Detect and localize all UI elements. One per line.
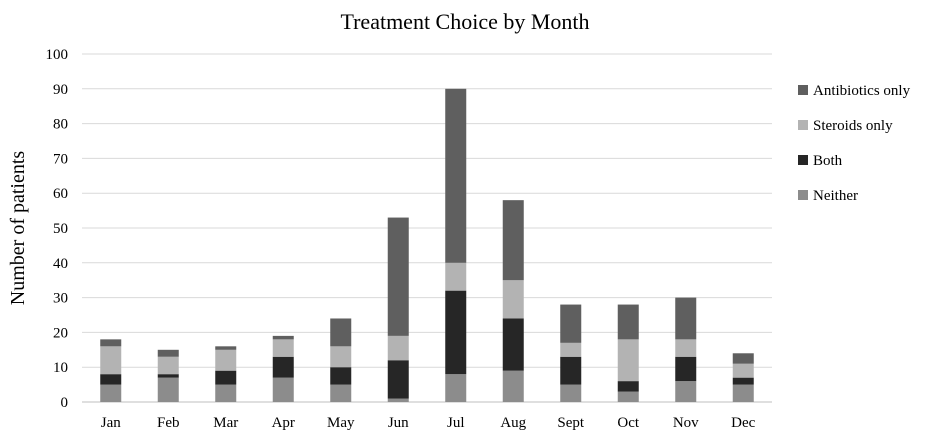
x-tick-label: Oct bbox=[617, 415, 639, 431]
y-tick-label: 80 bbox=[53, 117, 68, 133]
y-tick-label: 100 bbox=[46, 47, 69, 63]
legend-swatch bbox=[798, 155, 808, 165]
x-tick-label: Apr bbox=[272, 415, 295, 431]
y-tick-label: 60 bbox=[53, 186, 68, 202]
bar-segment bbox=[100, 339, 122, 347]
bar-segment bbox=[675, 381, 697, 402]
chart-title: Treatment Choice by Month bbox=[340, 9, 589, 34]
bar-segment bbox=[272, 335, 294, 340]
bar-segment bbox=[330, 367, 352, 385]
bar-segment bbox=[272, 356, 294, 378]
y-tick-label: 50 bbox=[53, 221, 68, 237]
x-tick-label: Sept bbox=[557, 415, 585, 431]
bar-segment bbox=[157, 377, 179, 402]
bar-segment bbox=[157, 374, 179, 378]
bar-segment bbox=[387, 217, 409, 336]
x-tick-label: Jul bbox=[447, 415, 465, 431]
legend-label: Neither bbox=[813, 188, 858, 204]
bar-segment bbox=[272, 377, 294, 402]
bars bbox=[100, 88, 754, 402]
legend-swatch bbox=[798, 190, 808, 200]
bar-segment bbox=[617, 304, 639, 340]
y-tick-labels: 0 10 20 30 40 50 60 70 80 90 100 bbox=[46, 47, 69, 411]
bar-segment bbox=[445, 374, 467, 402]
bar-segment bbox=[732, 363, 754, 378]
y-tick-label: 40 bbox=[53, 256, 68, 272]
bar-segment bbox=[502, 370, 524, 402]
y-tick-label: 10 bbox=[53, 360, 68, 376]
y-tick-label: 90 bbox=[53, 82, 68, 98]
y-axis-label: Number of patients bbox=[7, 151, 29, 306]
x-tick-label: Nov bbox=[673, 415, 699, 431]
bar-segment bbox=[502, 318, 524, 371]
x-tick-label: May bbox=[327, 415, 355, 431]
bar-segment bbox=[215, 384, 237, 402]
legend-label: Steroids only bbox=[813, 118, 893, 134]
legend-swatch bbox=[798, 120, 808, 130]
x-tick-label: Jan bbox=[101, 415, 121, 431]
x-tick-labels: Jan Feb Mar Apr May Jun Jul Aug Sept Oct Nov Dec bbox=[101, 415, 756, 431]
bar-segment bbox=[100, 384, 122, 402]
grid-lines bbox=[82, 53, 772, 403]
x-tick-label: Feb bbox=[157, 415, 180, 431]
bar-segment bbox=[732, 384, 754, 402]
bar-segment bbox=[560, 342, 582, 357]
bar-segment bbox=[560, 304, 582, 343]
bar-segment bbox=[617, 391, 639, 402]
x-tick-label: Jun bbox=[388, 415, 409, 431]
bar-segment bbox=[445, 290, 467, 375]
bar-segment bbox=[100, 346, 122, 375]
bar-segment bbox=[560, 356, 582, 385]
bar-segment bbox=[560, 384, 582, 402]
bar-segment bbox=[330, 384, 352, 402]
bar-segment bbox=[502, 280, 524, 319]
bar-segment bbox=[272, 339, 294, 357]
bar-segment bbox=[675, 297, 697, 340]
bar-segment bbox=[445, 262, 467, 291]
bar-segment bbox=[330, 318, 352, 347]
y-tick-label: 20 bbox=[53, 325, 68, 341]
bar-segment bbox=[100, 374, 122, 385]
bar-segment bbox=[330, 346, 352, 368]
bar-segment bbox=[387, 360, 409, 399]
y-tick-label: 0 bbox=[61, 395, 69, 411]
bar-segment bbox=[617, 381, 639, 392]
bar-segment bbox=[215, 349, 237, 371]
y-tick-label: 70 bbox=[53, 151, 68, 167]
legend-label: Antibiotics only bbox=[813, 83, 911, 99]
bar-segment bbox=[502, 200, 524, 281]
x-tick-label: Dec bbox=[731, 415, 755, 431]
bar-segment bbox=[732, 353, 754, 364]
bar-segment bbox=[157, 356, 179, 375]
bar-segment bbox=[617, 339, 639, 382]
bar-segment bbox=[675, 356, 697, 382]
legend-swatch bbox=[798, 85, 808, 95]
bar-segment bbox=[215, 346, 237, 350]
bar-segment bbox=[445, 88, 467, 263]
legend-label: Both bbox=[813, 153, 843, 169]
legend: Antibiotics only Steroids only Both Neither bbox=[798, 83, 911, 204]
bar-segment bbox=[732, 377, 754, 385]
x-tick-label: Mar bbox=[213, 415, 238, 431]
y-tick-label: 30 bbox=[53, 291, 68, 307]
bar-segment bbox=[215, 370, 237, 385]
bar-segment bbox=[675, 339, 697, 357]
bar-segment bbox=[387, 335, 409, 361]
bar-segment bbox=[387, 398, 409, 402]
bar-segment bbox=[157, 349, 179, 357]
x-tick-label: Aug bbox=[500, 415, 526, 431]
